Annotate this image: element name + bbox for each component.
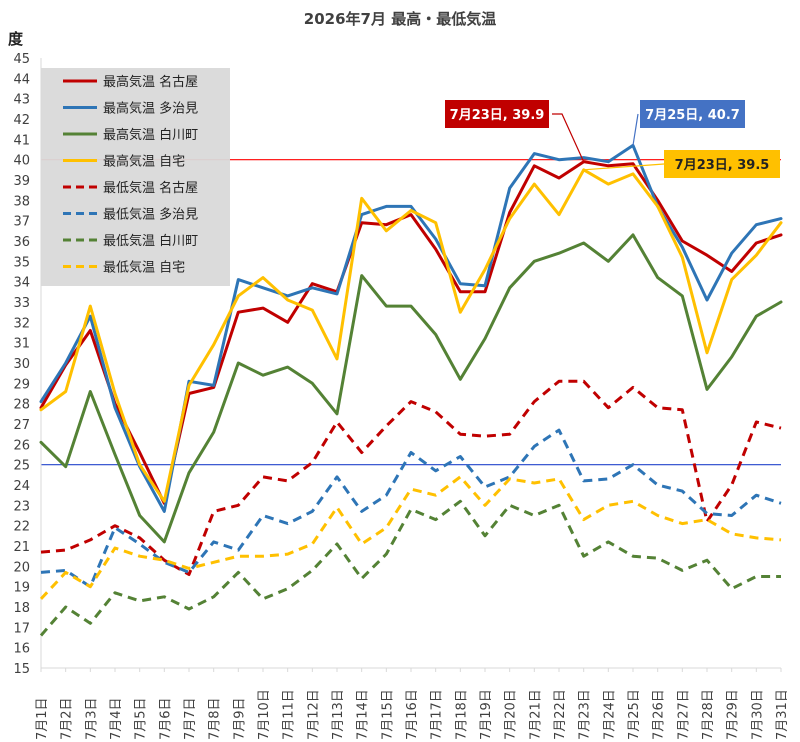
data-callouts: 7月23日, 39.9 7月25日, 40.7 7月23日, 39.5 [445,100,780,178]
y-axis-ticks: 15 16 17 18 19 20 21 22 23 24 25 26 27 28 29 30 31 32 33 34… [13,52,30,677]
x-tick-label: 7月20日 [504,689,519,740]
x-tick-label: 7月15日 [380,689,395,740]
x-tick-label: 7月7日 [183,697,198,740]
x-tick-label: 7月1日 [35,697,50,740]
callout-label: 7月23日, 39.5 [675,158,770,173]
x-tick-label: 7月19日 [479,689,494,740]
chart-title: 2026年7月 最高・最低気温 [304,10,496,28]
legend-entry: 最低気温 多治見 [103,207,198,223]
y-tick-label: 23 [13,499,30,514]
x-tick-label: 7月30日 [750,689,765,740]
x-tick-label: 7月17日 [430,689,445,740]
callout-box [640,100,745,128]
callout-label: 7月23日, 39.9 [450,108,545,123]
y-tick-label: 33 [13,296,30,311]
y-tick-label: 16 [13,642,30,657]
legend-entry: 最高気温 名古屋 [103,74,198,90]
y-tick-label: 15 [13,662,30,677]
y-tick-label: 34 [13,276,30,291]
x-tick-label: 7月2日 [60,697,75,740]
y-tick-label: 20 [13,560,30,575]
x-tick-label: 7月3日 [84,697,99,740]
x-tick-label: 7月29日 [726,689,741,740]
legend-entry: 最高気温 多治見 [103,101,198,117]
y-axis-unit-label: 度 [8,30,24,48]
y-tick-label: 26 [13,438,30,453]
y-tick-label: 45 [13,52,30,67]
y-tick-label: 17 [13,621,30,636]
series-line-7 [39,499,781,637]
series-line-6 [40,428,782,589]
y-tick-label: 32 [13,316,30,331]
callout-leader [552,113,585,162]
series-line-3 [39,233,783,544]
y-tick-label: 28 [13,398,30,413]
legend-entry: 最低気温 自宅 [103,260,185,276]
y-tick-label: 25 [13,459,30,474]
y-tick-label: 22 [13,520,30,535]
x-tick-label: 7月4日 [109,697,124,740]
y-tick-label: 27 [13,418,30,433]
y-tick-label: 42 [13,113,30,128]
series-lines [39,143,783,637]
y-tick-label: 35 [13,255,30,270]
x-tick-label: 7月31日 [775,689,790,740]
x-tick-label: 7月23日 [578,689,593,740]
y-tick-label: 39 [13,174,30,189]
y-tick-label: 30 [13,357,30,372]
x-tick-label: 7月25日 [627,689,642,740]
x-tick-label: 7月18日 [454,689,469,740]
x-tick-label: 7月16日 [405,689,420,740]
x-tick-label: 7月12日 [306,689,321,740]
x-tick-label: 7月24日 [602,689,617,740]
callout-box [664,150,780,178]
series-line-4 [39,168,783,503]
x-tick-label: 7月26日 [652,689,667,740]
legend-box [41,68,230,286]
legend-entry: 最高気温 白川町 [103,127,198,143]
x-tick-label: 7月28日 [701,689,716,740]
y-tick-label: 18 [13,601,30,616]
y-tick-label: 37 [13,215,30,230]
x-axis-ticks: 7月1日 7月2日 7月3日 7月4日 7月5日 7月6日 7月7日 7月8日 7月9日 7月10… [35,668,790,740]
x-tick-label: 7月11日 [282,689,297,740]
x-tick-label: 7月21日 [528,689,543,740]
y-tick-label: 29 [13,377,30,392]
series-line-5 [40,379,782,576]
x-tick-label: 7月8日 [208,697,223,740]
x-tick-label: 7月22日 [553,689,568,740]
y-tick-label: 31 [13,337,30,352]
y-tick-label: 24 [13,479,30,494]
legend-entry: 最高気温 自宅 [103,154,185,170]
callout-leader [583,163,665,171]
callout-label: 7月25日, 40.7 [645,108,740,123]
x-tick-label: 7月5日 [134,697,149,740]
legend-entry: 最低気温 名古屋 [103,180,198,196]
series-line-1 [39,160,783,505]
x-tick-label: 7月14日 [356,689,371,740]
y-tick-label: 38 [13,194,30,209]
x-tick-label: 7月10日 [257,689,272,740]
y-tick-label: 44 [13,72,30,87]
y-tick-label: 36 [13,235,30,250]
x-tick-label: 7月27日 [676,689,691,740]
callout-leader [632,113,639,146]
x-tick-label: 7月6日 [158,697,173,740]
x-tick-label: 7月13日 [331,689,346,740]
y-tick-label: 19 [13,581,30,596]
x-tick-label: 7月9日 [232,697,247,740]
y-tick-label: 41 [13,133,30,148]
y-tick-label: 21 [13,540,30,555]
y-tick-label: 43 [13,93,30,108]
callout-box [445,100,549,128]
y-tick-label: 40 [13,154,30,169]
series-line-8 [39,475,782,600]
legend-entry: 最低気温 白川町 [103,233,198,249]
